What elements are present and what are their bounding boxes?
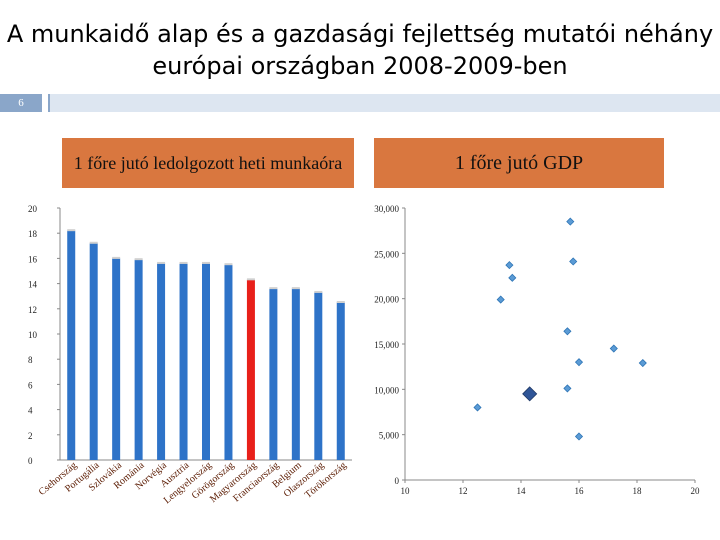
scatter-y-tick-label: 0 xyxy=(395,476,400,486)
bar-cap xyxy=(179,261,188,264)
bar-y-tick-label: 0 xyxy=(28,456,33,466)
scatter-x-tick-label: 14 xyxy=(517,486,527,496)
bar-y-tick-label: 4 xyxy=(28,406,33,416)
bar-chart-title: 1 főre jutó ledolgozott heti munkaóra xyxy=(62,138,354,188)
scatter-y-tick-label: 30,000 xyxy=(374,204,399,214)
scatter-chart-title: 1 főre jutó GDP xyxy=(374,138,664,188)
bar xyxy=(224,264,233,460)
bar xyxy=(202,263,210,460)
bar-cap xyxy=(269,287,278,290)
scatter-y-tick-label: 25,000 xyxy=(374,249,399,259)
scatter-x-tick-label: 12 xyxy=(459,486,468,496)
scatter-x-tick-label: 10 xyxy=(401,486,411,496)
bar xyxy=(112,258,121,460)
slide-title: A munkaidő alap és a gazdasági fejlettsé… xyxy=(6,20,714,80)
scatter-point xyxy=(609,344,618,353)
scatter-point xyxy=(574,432,584,441)
slide-number-box xyxy=(0,94,42,112)
scatter-point-highlight xyxy=(522,386,538,402)
scatter-y-tick-label: 15,000 xyxy=(374,340,399,350)
bar-chart: 02468101214161820CsehországPortugáliaSzl… xyxy=(28,204,352,506)
scatter-point xyxy=(473,403,482,412)
bar xyxy=(67,230,76,460)
scatter-point xyxy=(563,384,572,393)
bar xyxy=(269,288,278,460)
bar-y-tick-label: 2 xyxy=(28,431,33,441)
scatter-point xyxy=(638,358,647,368)
bar-cap xyxy=(112,256,121,259)
scatter-point xyxy=(505,261,514,270)
bar-y-tick-label: 12 xyxy=(28,305,37,315)
bar-cap xyxy=(314,290,323,293)
bar-y-tick-label: 8 xyxy=(28,355,33,365)
title-rule xyxy=(48,94,720,112)
bar-cap xyxy=(202,261,210,264)
scatter-y-tick-label: 20,000 xyxy=(374,295,399,305)
bar-y-tick-label: 20 xyxy=(28,204,38,214)
scatter-chart: 0 5,000 10,000 15,000 20,000 25,000 30,000 10 12… xyxy=(374,204,700,496)
scatter-point xyxy=(563,327,572,336)
slide-number: 6 xyxy=(18,97,24,109)
bar-cap xyxy=(67,229,76,232)
bar-cap xyxy=(336,301,345,303)
scatter-point xyxy=(574,358,584,367)
bar-cap xyxy=(134,258,143,261)
bar xyxy=(291,288,300,460)
scatter-point xyxy=(496,295,505,304)
bar xyxy=(89,243,98,460)
bar-cap xyxy=(291,287,300,290)
bar-cap xyxy=(246,278,255,281)
bar-y-tick-label: 16 xyxy=(28,254,38,264)
bar-y-tick-label: 10 xyxy=(28,330,38,340)
bar xyxy=(179,263,188,460)
bar-cap xyxy=(89,241,98,244)
scatter-y-tick-label: 10,000 xyxy=(374,385,399,395)
bar xyxy=(246,279,255,460)
bar xyxy=(134,259,143,460)
scatter-y-tick-label: 5,000 xyxy=(379,431,400,441)
scatter-x-tick-label: 20 xyxy=(691,486,701,496)
bar-cap xyxy=(224,263,233,266)
bar xyxy=(157,263,166,460)
bar-cap xyxy=(157,261,166,264)
bar xyxy=(336,302,345,460)
scatter-point xyxy=(508,273,517,282)
bar-y-tick-label: 18 xyxy=(28,229,38,239)
scatter-x-tick-label: 18 xyxy=(633,486,643,496)
scatter-point xyxy=(569,257,578,266)
scatter-point xyxy=(566,217,575,226)
bar xyxy=(314,292,323,460)
bar-y-tick-label: 6 xyxy=(28,380,33,390)
bar-y-tick-label: 14 xyxy=(28,280,38,290)
scatter-x-tick-label: 16 xyxy=(575,486,585,496)
